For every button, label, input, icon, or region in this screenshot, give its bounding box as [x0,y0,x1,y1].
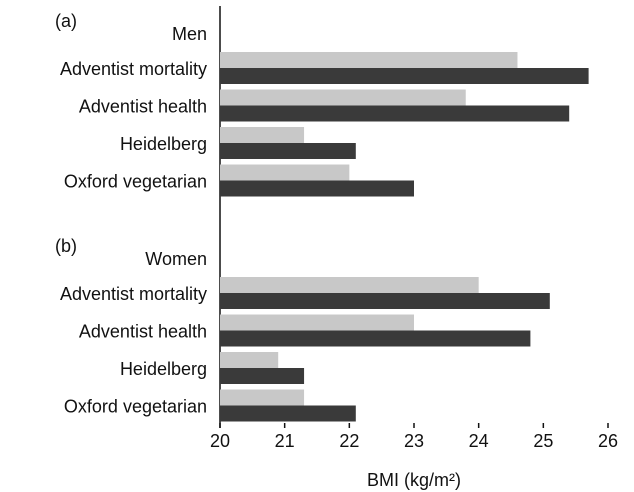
category-label: Adventist health [79,96,207,116]
x-tick-label: 22 [339,431,359,451]
x-axis-label: BMI (kg/m²) [367,470,461,490]
category-label: Oxford vegetarian [64,171,207,191]
x-tick-label: 20 [210,431,230,451]
bar [220,89,466,106]
bar [220,127,305,143]
category-label: Adventist mortality [60,59,207,79]
bar [220,368,305,384]
panel-label: (a) [55,11,77,31]
x-tick-label: 25 [533,431,553,451]
category-label: Oxford vegetarian [64,396,207,416]
x-tick-label: 23 [404,431,424,451]
bar [220,314,414,331]
bar [220,330,531,347]
group-title: Women [145,249,207,269]
bar [220,180,414,197]
bar [220,68,589,84]
bar [220,105,570,122]
bar [220,143,356,159]
category-label: Adventist health [79,321,207,341]
category-label: Heidelberg [120,359,207,379]
x-tick-label: 24 [469,431,489,451]
category-label: Adventist mortality [60,284,207,304]
group-title: Men [172,24,207,44]
bar [220,352,279,368]
bar [220,405,356,422]
x-tick-label: 26 [598,431,618,451]
panel-label: (b) [55,236,77,256]
category-label: Heidelberg [120,134,207,154]
bar [220,164,350,181]
bar [220,389,305,406]
bar [220,277,479,293]
x-tick-label: 21 [275,431,295,451]
bar [220,293,550,309]
bar [220,52,518,68]
